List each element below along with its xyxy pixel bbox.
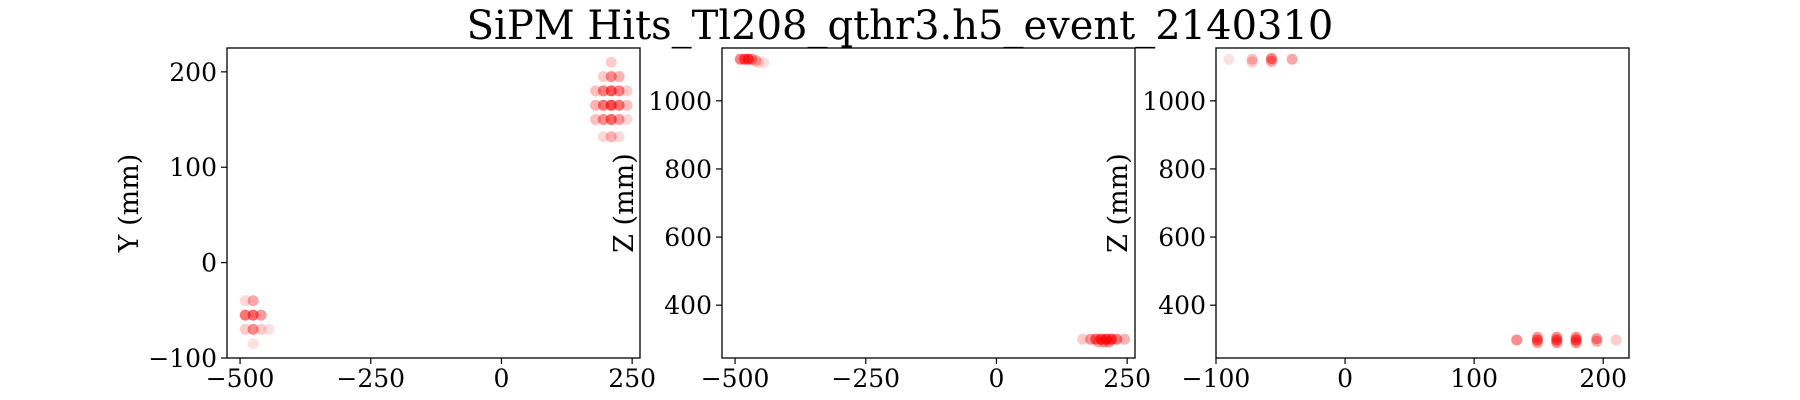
subplot-1-data-point xyxy=(255,323,267,335)
subplot-3-data-point xyxy=(1286,53,1298,65)
subplot-3-data-point xyxy=(1551,334,1563,346)
subplot-2-data-point xyxy=(753,57,765,69)
subplot-2-data-point xyxy=(758,57,770,69)
subplot-2-data-point xyxy=(1092,336,1104,348)
subplot-3-data-point xyxy=(1551,337,1563,349)
subplot-2-x-tick-label: −250 xyxy=(831,364,900,393)
subplot-1-data-point xyxy=(605,131,617,143)
subplot-1-y-axis-label: Y (mm) xyxy=(114,154,145,254)
subplot-1-data-point xyxy=(597,114,609,126)
subplot-1-data-point xyxy=(597,99,609,111)
subplot-3-data-point xyxy=(1591,333,1603,345)
subplot-3-x-tick-label: 200 xyxy=(1579,364,1627,393)
subplot-1-data-point xyxy=(605,99,617,111)
subplot-2-y-tick-label: 600 xyxy=(664,223,712,252)
subplot-1-data-point xyxy=(239,295,251,307)
subplot-3-data-point xyxy=(1591,335,1603,347)
subplot-2-axes-frame xyxy=(721,47,1136,359)
subplot-3-data-point xyxy=(1246,53,1258,65)
subplot-1-data-point xyxy=(239,323,251,335)
subplot-1-data-point xyxy=(597,131,609,143)
subplot-3-y-axis-label: Z (mm) xyxy=(1103,153,1134,253)
subplot-1-data-point xyxy=(597,71,609,83)
subplot-1-data-point xyxy=(621,99,633,111)
subplot-1-data-point xyxy=(621,85,633,97)
subplot-1-data-point xyxy=(621,114,633,126)
subplot-2-y-tick-label: 1000 xyxy=(648,87,712,116)
subplot-2-data-point xyxy=(742,53,754,65)
subplot-1-x-tick-label: −500 xyxy=(206,364,275,393)
subplot-1-data-point xyxy=(605,114,617,126)
subplot-1-data-point xyxy=(247,295,259,307)
figure-title: SiPM Hits_Tl208_qthr3.h5_event_2140310 xyxy=(466,3,1334,49)
subplot-1-data-point xyxy=(597,85,609,97)
subplot-1-data-point xyxy=(247,323,259,335)
subplot-2-data-point xyxy=(1103,336,1115,348)
subplot-1-x-tick-label: 0 xyxy=(494,364,510,393)
subplot-1-x-tick-label: 250 xyxy=(608,364,656,393)
subplot-1-data-point xyxy=(590,99,602,111)
subplot-1-x-tick-label: −250 xyxy=(336,364,405,393)
subplot-2-data-point xyxy=(1111,333,1123,345)
subplot-3-x-tick-label: 0 xyxy=(1337,364,1353,393)
subplot-3-data-point xyxy=(1570,337,1582,349)
subplot-2-x-tick-label: −500 xyxy=(701,364,770,393)
subplot-3-y-tick-label: 1000 xyxy=(1142,87,1206,116)
subplot-1-data-point xyxy=(247,338,259,350)
subplot-1-data-point xyxy=(247,309,259,321)
subplot-2-data-point xyxy=(750,55,762,67)
subplot-2-y-axis-label: Z (mm) xyxy=(609,153,640,253)
subplot-1-data-point xyxy=(590,85,602,97)
subplot-3-axes-frame xyxy=(1215,47,1630,359)
subplot-1-data-point xyxy=(613,99,625,111)
subplot-2-data-point xyxy=(746,53,758,65)
subplot-3-y-tick-label: 800 xyxy=(1158,155,1206,184)
subplot-2-y-tick-label: 800 xyxy=(664,155,712,184)
subplot-3-data-point xyxy=(1265,55,1277,67)
subplot-1-data-point xyxy=(239,309,251,321)
subplot-3-data-point xyxy=(1610,334,1622,346)
subplot-2-data-point xyxy=(1077,333,1089,345)
subplot-1-y-tick-label: 100 xyxy=(169,153,217,182)
subplot-3-data-point xyxy=(1531,334,1543,346)
subplot-3-y-tick-label: 600 xyxy=(1158,223,1206,252)
subplot-1-data-point xyxy=(263,323,275,335)
subplot-1-data-point xyxy=(613,114,625,126)
subplot-2-data-point xyxy=(1119,333,1131,345)
subplot-2-x-tick-label: 0 xyxy=(989,364,1005,393)
subplot-3-x-tick-label: 100 xyxy=(1450,364,1498,393)
subplot-1-y-tick-label: 200 xyxy=(169,58,217,87)
subplot-3-data-point xyxy=(1511,334,1523,346)
subplot-1-axes-frame xyxy=(226,47,641,359)
subplot-1-y-tick-label: 0 xyxy=(201,249,217,278)
subplot-1-data-point xyxy=(605,85,617,97)
subplot-1-data-point xyxy=(590,114,602,126)
subplot-3-y-tick-label: 400 xyxy=(1158,291,1206,320)
subplot-1-y-tick-label: −100 xyxy=(148,344,217,373)
subplot-1-data-point xyxy=(613,71,625,83)
subplot-3-x-tick-label: −100 xyxy=(1182,364,1251,393)
subplot-1-data-point xyxy=(605,71,617,83)
subplot-2-data-point xyxy=(1098,336,1110,348)
subplot-1-data-point xyxy=(605,56,617,68)
subplot-3-data-point xyxy=(1246,56,1258,68)
subplot-3-data-point xyxy=(1265,53,1277,65)
subplot-3-data-point xyxy=(1570,334,1582,346)
subplot-3-data-point xyxy=(1223,53,1235,65)
subplot-1-data-point xyxy=(255,309,267,321)
subplot-1-data-point xyxy=(613,131,625,143)
subplot-2-x-tick-label: 250 xyxy=(1103,364,1151,393)
subplot-2-y-tick-label: 400 xyxy=(664,291,712,320)
subplot-1-data-point xyxy=(613,85,625,97)
subplot-3-data-point xyxy=(1531,337,1543,349)
